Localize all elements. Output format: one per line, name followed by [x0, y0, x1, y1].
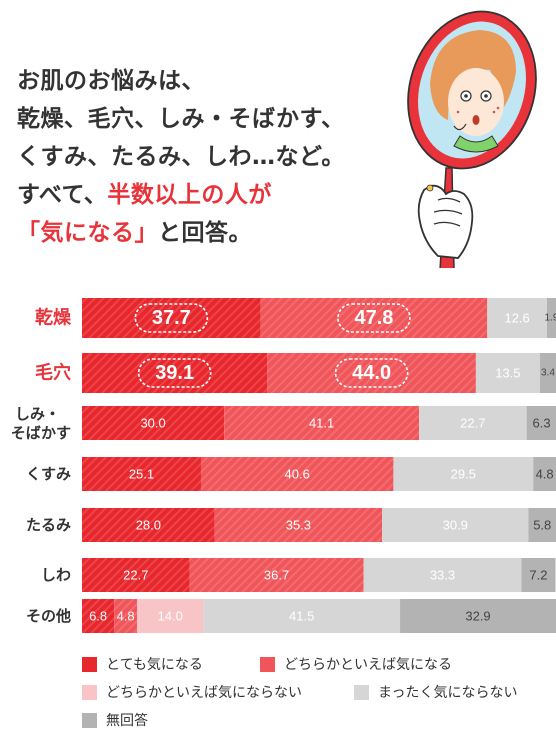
legend-label: どちらかといえば気になる — [284, 657, 452, 673]
data-label: 41.1 — [309, 416, 334, 431]
legend-item: どちらかといえば気になる — [260, 654, 452, 674]
headline-line-3: くすみ、たるみ、しわ…など。 — [17, 144, 345, 170]
bar-segment — [363, 558, 522, 592]
data-label: 25.1 — [129, 467, 154, 482]
legend-item: どちらかといえば気にならない — [82, 682, 302, 702]
bar-segment — [203, 599, 401, 633]
concern-bar-chart: 乾燥 37.7 47.8 12.6 1.9 毛穴 39.1 44.0 13.5 3.4 しみ・そばか… — [11, 298, 556, 633]
bar-segment-texture — [224, 406, 420, 440]
bar-segment — [419, 406, 527, 440]
bar-segment — [526, 406, 556, 440]
data-label: 33.3 — [430, 568, 455, 583]
headline-line-5-highlight: 「気になる」 — [17, 220, 158, 246]
data-label: 47.8 — [355, 307, 394, 329]
data-label: 28.0 — [136, 518, 161, 533]
data-label: 4.8 — [117, 609, 135, 624]
headline-line-4-text: すべて、 — [17, 182, 108, 208]
bar-segment — [136, 599, 204, 633]
bar-segment-texture — [82, 599, 115, 633]
data-label: 36.7 — [264, 568, 289, 583]
bar-segment — [475, 353, 540, 393]
legend-swatch — [82, 712, 97, 728]
data-label: 41.5 — [289, 609, 314, 624]
data-label: 6.3 — [533, 416, 551, 431]
data-label: 22.7 — [460, 416, 485, 431]
headline-line-4: すべて、半数以上の人が — [17, 176, 397, 214]
legend-swatch — [82, 656, 97, 672]
data-label: 40.6 — [285, 467, 310, 482]
data-label: 1.9 — [545, 313, 556, 324]
bar-segment-texture — [82, 558, 190, 592]
bar-segment — [546, 298, 556, 338]
headline-line-4-highlight: 半数以上の人が — [107, 182, 272, 208]
data-label: 30.0 — [140, 416, 165, 431]
data-label: 44.0 — [352, 362, 391, 384]
bar-segment — [533, 457, 556, 491]
bar-segment — [393, 457, 534, 491]
bar-segment — [528, 508, 556, 542]
data-label: 6.8 — [89, 609, 107, 624]
data-label: 32.9 — [465, 609, 490, 624]
bar-segment — [539, 353, 556, 393]
bar-segment-texture — [189, 558, 364, 592]
category-label: その他 — [26, 607, 71, 625]
legend-label: 無回答 — [106, 713, 148, 729]
data-label: 35.3 — [286, 518, 311, 533]
data-label: 13.5 — [495, 366, 520, 381]
category-label: 毛穴 — [35, 362, 71, 384]
value-highlight-ring — [334, 358, 409, 388]
data-label: 7.2 — [529, 568, 547, 583]
legend-label: どちらかといえば気にならない — [106, 685, 302, 701]
legend-swatch — [354, 684, 369, 700]
data-label: 30.9 — [443, 518, 468, 533]
category-label: しみ・そばかす — [11, 405, 71, 442]
value-highlight-ring — [134, 303, 209, 333]
data-label: 39.1 — [155, 362, 194, 384]
data-label: 4.8 — [536, 467, 554, 482]
legend-label: とても気になる — [106, 657, 203, 673]
bar-segment — [487, 298, 547, 338]
value-highlight-ring — [137, 358, 212, 388]
category-label: しわ — [41, 566, 71, 584]
headline: お肌のお悩みは、 乾燥、毛穴、しみ・そばかす、 くすみ、たるみ、しわ…など。 す… — [17, 62, 397, 252]
legend-item: まったく気にならない — [354, 682, 517, 702]
headline-line-2: 乾燥、毛穴、しみ・そばかす、 — [17, 106, 345, 132]
bar-segment-texture — [82, 406, 225, 440]
category-label: たるみ — [26, 516, 71, 534]
data-label: 12.6 — [504, 311, 529, 326]
legend-swatch — [82, 684, 97, 700]
headline-line-5-text: と回答。 — [158, 220, 252, 246]
bar-segment — [521, 558, 556, 592]
headline-line-1: お肌のお悩みは、 — [17, 68, 205, 94]
data-label: 22.7 — [123, 568, 148, 583]
bar-segment-texture — [82, 508, 215, 542]
headline-line-5: 「気になる」と回答。 — [17, 214, 397, 252]
legend-item: とても気になる — [82, 654, 203, 674]
data-label: 5.8 — [533, 518, 551, 533]
legend-label: まったく気にならない — [378, 685, 518, 701]
value-highlight-ring — [337, 303, 411, 333]
legend-swatch — [260, 656, 275, 672]
category-label: くすみ — [26, 465, 71, 483]
bar-segment-texture — [82, 457, 201, 491]
data-label: 29.5 — [451, 467, 476, 482]
data-label: 37.7 — [152, 307, 191, 329]
data-label: 14.0 — [158, 609, 183, 624]
bar-segment — [400, 599, 556, 633]
data-label: 3.4 — [541, 368, 555, 379]
bar-segment-texture — [214, 508, 383, 542]
bar-segment-texture — [114, 599, 137, 633]
hand-mirror-icon — [407, 10, 537, 268]
legend-item: 無回答 — [82, 710, 148, 730]
category-label: 乾燥 — [35, 307, 72, 329]
bar-segment — [382, 508, 529, 542]
bar-segment-texture — [200, 457, 394, 491]
